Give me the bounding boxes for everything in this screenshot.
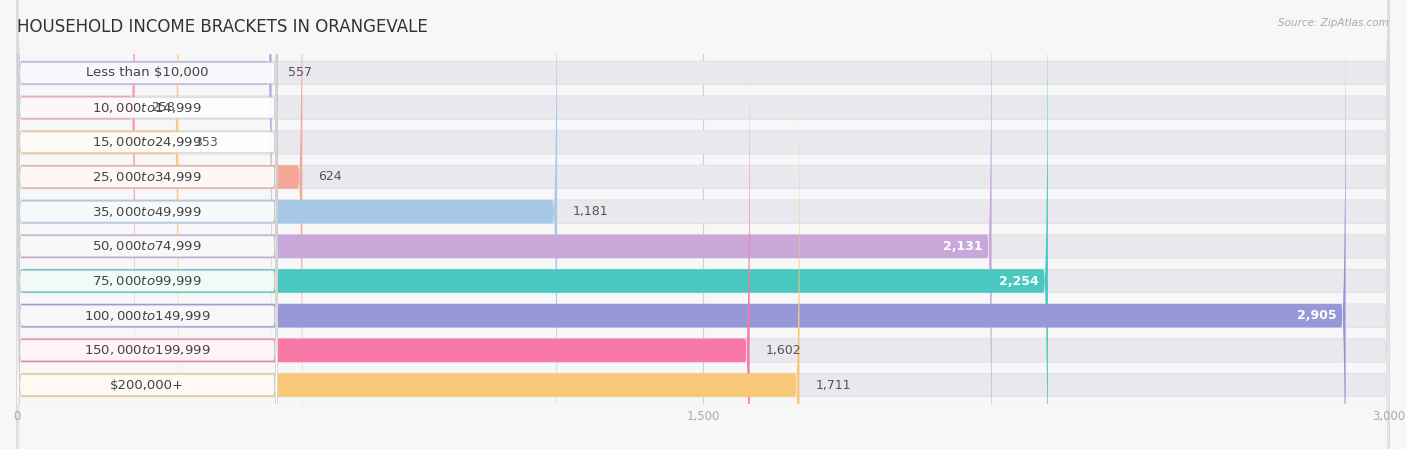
FancyBboxPatch shape [17, 0, 271, 408]
FancyBboxPatch shape [17, 50, 1389, 449]
FancyBboxPatch shape [17, 0, 1389, 449]
FancyBboxPatch shape [17, 0, 1047, 449]
Text: Source: ZipAtlas.com: Source: ZipAtlas.com [1278, 18, 1389, 28]
FancyBboxPatch shape [17, 0, 277, 449]
Text: $25,000 to $34,999: $25,000 to $34,999 [93, 170, 202, 184]
FancyBboxPatch shape [17, 0, 1389, 449]
FancyBboxPatch shape [17, 0, 277, 374]
FancyBboxPatch shape [17, 0, 302, 449]
Text: 624: 624 [318, 171, 342, 184]
FancyBboxPatch shape [17, 0, 1389, 449]
Text: 2,254: 2,254 [1000, 274, 1039, 287]
FancyBboxPatch shape [17, 84, 277, 449]
FancyBboxPatch shape [17, 50, 800, 449]
FancyBboxPatch shape [17, 0, 557, 449]
FancyBboxPatch shape [17, 0, 277, 449]
Text: Less than $10,000: Less than $10,000 [86, 66, 208, 79]
Text: $200,000+: $200,000+ [110, 379, 184, 392]
Text: 353: 353 [194, 136, 218, 149]
FancyBboxPatch shape [17, 0, 1346, 449]
Text: $100,000 to $149,999: $100,000 to $149,999 [84, 308, 211, 323]
Text: $15,000 to $24,999: $15,000 to $24,999 [93, 135, 202, 150]
Text: 1,711: 1,711 [815, 379, 851, 392]
Text: 2,131: 2,131 [943, 240, 983, 253]
FancyBboxPatch shape [17, 0, 991, 449]
FancyBboxPatch shape [17, 0, 277, 449]
Text: 1,602: 1,602 [766, 344, 801, 357]
FancyBboxPatch shape [17, 15, 749, 449]
Text: $150,000 to $199,999: $150,000 to $199,999 [84, 343, 211, 357]
FancyBboxPatch shape [17, 0, 1389, 443]
Text: 557: 557 [288, 66, 312, 79]
Text: $75,000 to $99,999: $75,000 to $99,999 [93, 274, 202, 288]
FancyBboxPatch shape [17, 0, 1389, 449]
Text: 258: 258 [150, 101, 174, 114]
Text: $10,000 to $14,999: $10,000 to $14,999 [93, 101, 202, 114]
FancyBboxPatch shape [17, 15, 1389, 449]
Text: $35,000 to $49,999: $35,000 to $49,999 [93, 205, 202, 219]
FancyBboxPatch shape [17, 0, 1389, 449]
FancyBboxPatch shape [17, 0, 1389, 449]
FancyBboxPatch shape [17, 0, 179, 449]
FancyBboxPatch shape [17, 14, 277, 449]
Text: $50,000 to $74,999: $50,000 to $74,999 [93, 239, 202, 253]
FancyBboxPatch shape [17, 0, 277, 449]
Text: 1,181: 1,181 [574, 205, 609, 218]
FancyBboxPatch shape [17, 0, 135, 443]
FancyBboxPatch shape [17, 0, 1389, 408]
FancyBboxPatch shape [17, 0, 277, 444]
FancyBboxPatch shape [17, 0, 277, 409]
Text: HOUSEHOLD INCOME BRACKETS IN ORANGEVALE: HOUSEHOLD INCOME BRACKETS IN ORANGEVALE [17, 18, 427, 36]
FancyBboxPatch shape [17, 48, 277, 449]
Text: 2,905: 2,905 [1296, 309, 1337, 322]
